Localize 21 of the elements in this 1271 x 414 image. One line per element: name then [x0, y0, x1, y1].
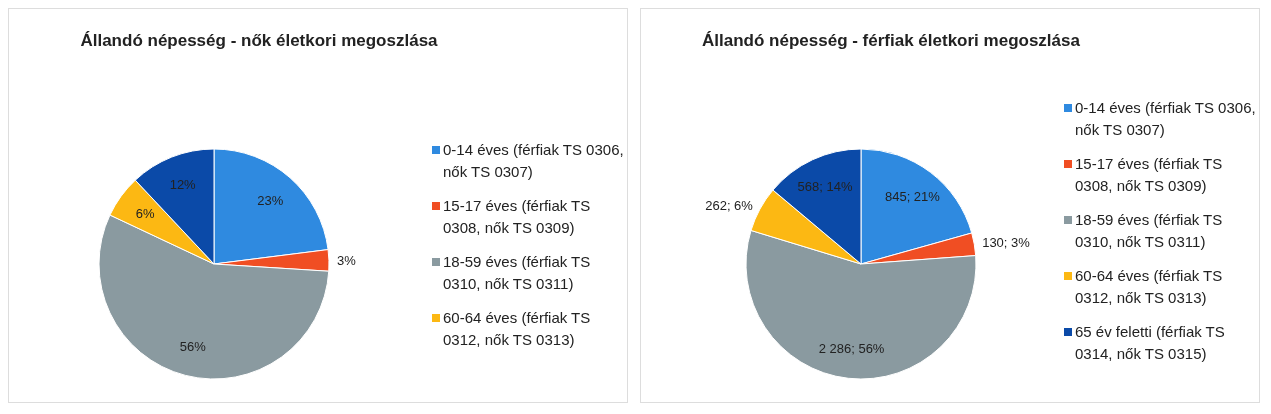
data-label: 12% — [169, 177, 197, 193]
legend-label: 18-59 éves (férfiak TS 0310, nők TS 0311) — [443, 252, 592, 294]
data-label: 845; 21% — [884, 188, 941, 204]
chart-title: Állandó népesség - férfiak életkori megoszlása — [701, 31, 1081, 51]
legend-label: 15-17 éves (férfiak TS 0308, nők TS 0309) — [1075, 154, 1224, 196]
legend-label: 60-64 éves (férfiak TS 0312, nők TS 0313) — [443, 308, 592, 350]
data-label: 130; 3% — [982, 235, 1031, 251]
data-label: 23% — [257, 192, 284, 208]
data-label: 2 286; 56% — [818, 341, 885, 357]
legend-label: 15-17 éves (férfiak TS 0308, nők TS 0309) — [443, 196, 592, 238]
chart-title: Állandó népesség - nők életkori megoszlása — [79, 31, 439, 51]
legend-label: 0-14 éves (férfiak TS 0306, nők TS 0307) — [443, 140, 625, 182]
data-label: 56% — [179, 338, 207, 354]
data-label: 6% — [135, 206, 155, 222]
legend-label: 0-14 éves (férfiak TS 0306, nők TS 0307) — [1075, 98, 1257, 140]
legend-label: 60-64 éves (férfiak TS 0312, nők TS 0313) — [1075, 266, 1224, 308]
legend-label: 18-59 éves (férfiak TS 0310, nők TS 0311) — [1075, 210, 1224, 252]
legend-label: 65 év feletti (férfiak TS 0314, nők TS 0315) — [1075, 322, 1226, 364]
data-label: 262; 6% — [705, 197, 754, 213]
data-label: 568; 14% — [797, 179, 853, 195]
data-label: 3% — [336, 252, 357, 268]
